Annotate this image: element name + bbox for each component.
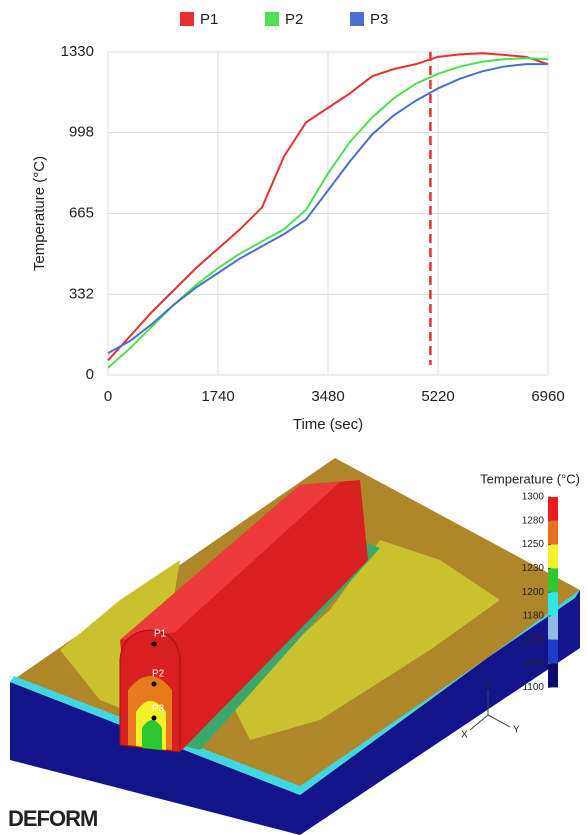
colorbar-tick-label: 1230 [522, 563, 545, 574]
colorbar-band [548, 592, 558, 616]
point-dot [151, 641, 157, 647]
colorbar-band [548, 544, 558, 569]
legend-label: P3 [370, 11, 388, 28]
series-line [107, 52, 549, 362]
y-tick-label: 1330 [61, 43, 94, 60]
x-tick-label: 3480 [311, 388, 344, 405]
point-dot [151, 715, 157, 721]
render: P1 P2 P3 Z Y X DEFORM Temperature (°C) [8, 458, 580, 835]
colorbar-tick-label: 1180 [522, 611, 544, 622]
bar-top [120, 482, 340, 640]
y-tick-label: 0 [86, 366, 94, 383]
colorbar-band [548, 616, 558, 640]
colorbar-band [548, 568, 558, 593]
colorbar-title: Temperature (°C) [480, 471, 580, 486]
legend-label: P2 [285, 11, 303, 28]
end-green [142, 720, 162, 750]
colorbar-tick-label: 1300 [522, 492, 545, 503]
logo: DEFORM [8, 806, 97, 831]
point-label: P1 [154, 629, 167, 640]
colorbar-tick-label: 1280 [522, 515, 545, 526]
colorbar-band [548, 520, 558, 545]
x-axis-label: Time (sec) [293, 416, 363, 433]
colorbar-tick-label: 1250 [522, 539, 545, 550]
y-tick-label: 998 [69, 124, 94, 141]
series-line [107, 63, 548, 355]
x-tick-label: 6960 [531, 388, 564, 405]
point-label: P2 [152, 669, 165, 680]
x-tick-label: 5220 [421, 388, 454, 405]
colorbar-tick-label: 1150 [522, 634, 544, 645]
axis-label: Z [485, 679, 491, 690]
colorbar-band [548, 497, 558, 521]
bar-body [120, 480, 368, 752]
point-dot [151, 681, 157, 687]
point-label: P3 [152, 704, 165, 715]
front-face [10, 682, 300, 835]
axis-label: Y [513, 725, 520, 736]
colorbar-tick-label: 1200 [522, 587, 545, 598]
x-tick-label: 0 [104, 388, 112, 405]
colorbar-tick-label: 1100 [522, 682, 544, 693]
legend-label: P1 [200, 11, 218, 28]
x-tick-label: 1740 [201, 388, 234, 405]
y-tick-label: 332 [69, 285, 94, 302]
axis-label: X [461, 730, 468, 741]
legend-swatch [265, 12, 279, 26]
zone-right [230, 540, 500, 740]
side-face [300, 590, 580, 835]
colorbar-tick-label: 1130 [522, 658, 544, 669]
colorbar-band [548, 663, 558, 688]
y-axis-label: Temperature (°C) [31, 156, 48, 271]
colorbar-band [548, 639, 558, 664]
y-tick-label: 665 [69, 204, 94, 221]
legend-swatch [180, 12, 194, 26]
axis-x [469, 714, 489, 731]
axis-y [487, 714, 511, 728]
legend-swatch [350, 12, 364, 26]
